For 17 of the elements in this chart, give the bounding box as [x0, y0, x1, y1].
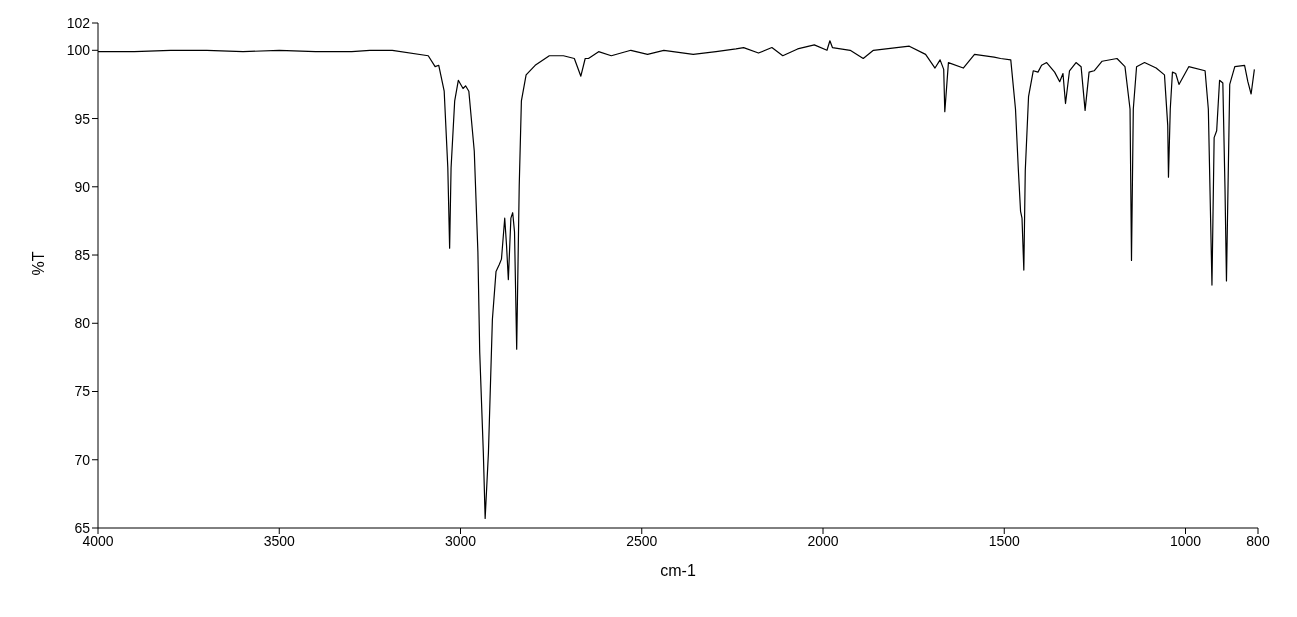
y-tick-label: 102: [66, 14, 91, 31]
x-tick-label: 3000: [444, 532, 477, 549]
x-tick-label: 2500: [626, 532, 658, 549]
x-tick-label: 800: [1246, 532, 1270, 549]
x-axis-title: cm-1: [660, 562, 696, 579]
y-tick-label: 85: [74, 247, 91, 263]
y-tick-label: 80: [74, 315, 91, 332]
y-tick-label: 70: [74, 451, 91, 468]
x-tick-label: 1500: [988, 532, 1021, 549]
y-tick-label: 100: [66, 42, 91, 59]
y-tick-label: 75: [74, 383, 91, 400]
y-tick-label: 90: [74, 178, 91, 195]
y-axis-title: %T: [29, 251, 47, 276]
x-tick-label: 2000: [807, 532, 839, 549]
x-tick-label: 1000: [1169, 532, 1202, 549]
y-tick-label: 95: [74, 110, 91, 127]
x-tick-label: 3500: [263, 532, 296, 549]
